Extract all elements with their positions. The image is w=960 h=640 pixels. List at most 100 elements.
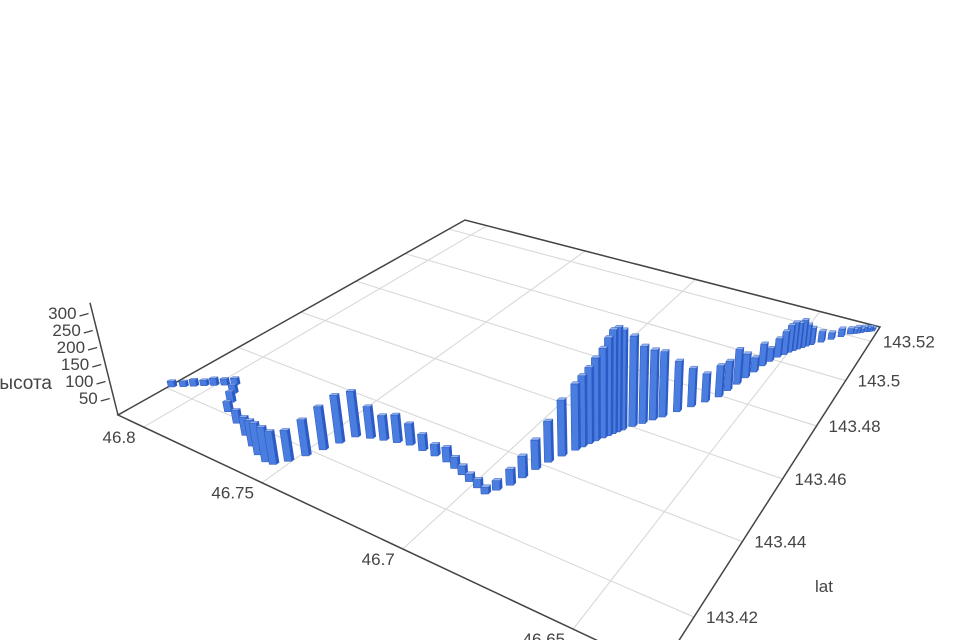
bar-side-face [872,325,875,332]
bar[interactable] [741,351,753,379]
z-tick-label: 300 [48,304,76,323]
bar[interactable] [517,453,529,479]
z-tick-mark [87,346,98,351]
bar-top-face [629,333,640,337]
bar-top-face [556,397,567,401]
bar[interactable] [542,418,555,463]
bar[interactable] [480,484,492,495]
bar[interactable] [827,330,837,340]
bar[interactable] [166,379,178,388]
z-tick-label: 250 [52,321,80,340]
bar[interactable] [345,389,362,438]
bar-top-face [389,412,401,416]
bar[interactable] [362,404,377,439]
bar-side-face [411,421,416,446]
bar[interactable] [296,417,312,457]
bar[interactable] [457,463,469,476]
bar-side-face [694,366,698,407]
bar[interactable] [733,347,745,385]
bar[interactable] [773,336,785,358]
bar-top-face [221,399,233,402]
bar[interactable] [389,412,403,443]
bar-side-face [804,318,810,348]
bar-top-face [838,326,847,330]
bar-top-face [702,371,712,375]
bar[interactable] [416,432,429,451]
bar-front-face [199,379,208,386]
bar[interactable] [701,371,712,403]
bar[interactable] [263,429,280,465]
bar[interactable] [429,442,441,457]
bar-side-face [488,484,492,495]
bar[interactable] [570,381,581,451]
bar[interactable] [556,397,568,457]
bar-top-face [376,413,388,416]
bar-side-face [843,326,847,337]
bar[interactable] [279,428,295,462]
bar[interactable] [208,376,220,386]
bar-front-face [505,469,514,486]
bar[interactable] [403,421,416,446]
floor-edges [116,219,882,640]
bar[interactable] [758,341,770,367]
z-tick-label: 100 [65,372,93,391]
bar[interactable] [198,378,210,386]
bar[interactable] [628,333,640,427]
bar[interactable] [817,329,828,343]
bar[interactable] [328,393,346,444]
bar[interactable] [638,343,650,424]
z-axis-title: высота [0,373,52,394]
bar[interactable] [177,379,189,387]
bar[interactable] [658,349,670,418]
bar-side-face [772,346,776,362]
bar[interactable] [188,378,200,387]
bar-side-face [823,329,827,343]
bars-group [166,318,878,495]
bar-top-face [198,378,210,381]
bar-side-face [764,341,769,366]
bar-side-face [591,365,595,444]
bar-side-face [739,347,745,385]
bar-top-face [403,421,415,425]
bar-side-face [721,363,726,397]
bar[interactable] [837,326,847,337]
z-tick-label: 50 [79,389,98,408]
bar[interactable] [312,404,330,451]
bar-top-face [166,379,177,382]
bar-top-face [818,329,828,332]
bar-top-face [457,463,468,467]
axis-lines [79,219,882,640]
bar[interactable] [723,358,735,391]
bar-top-face [861,324,870,328]
bar-side-face [874,325,877,332]
bar[interactable] [376,413,390,441]
bar[interactable] [714,363,726,398]
bar[interactable] [229,376,241,386]
bar[interactable] [219,377,231,386]
bar[interactable] [687,365,699,408]
bar-front-face [491,480,501,491]
z-tick-label: 200 [57,338,85,357]
bar-front-face [429,444,439,457]
bar-top-face [279,428,291,431]
bar-side-face [852,326,856,335]
bar-side-face [397,413,403,443]
bar[interactable] [750,355,761,373]
bar[interactable] [672,358,685,413]
bar-side-face [336,393,346,444]
bar-side-face [320,404,330,450]
bar-side-face [611,335,614,436]
bar-side-face [231,390,237,403]
bar[interactable] [491,478,503,491]
bar[interactable] [648,347,661,421]
bar-top-face [230,408,242,411]
bar-side-face [808,322,814,347]
bar[interactable] [530,437,542,470]
bar[interactable] [846,326,856,335]
bar-front-face [457,465,466,476]
bar[interactable] [504,466,517,486]
bar-top-face [735,347,745,350]
bar-front-face [178,381,187,387]
z-tick-mark [79,312,89,317]
bar[interactable] [765,346,776,362]
